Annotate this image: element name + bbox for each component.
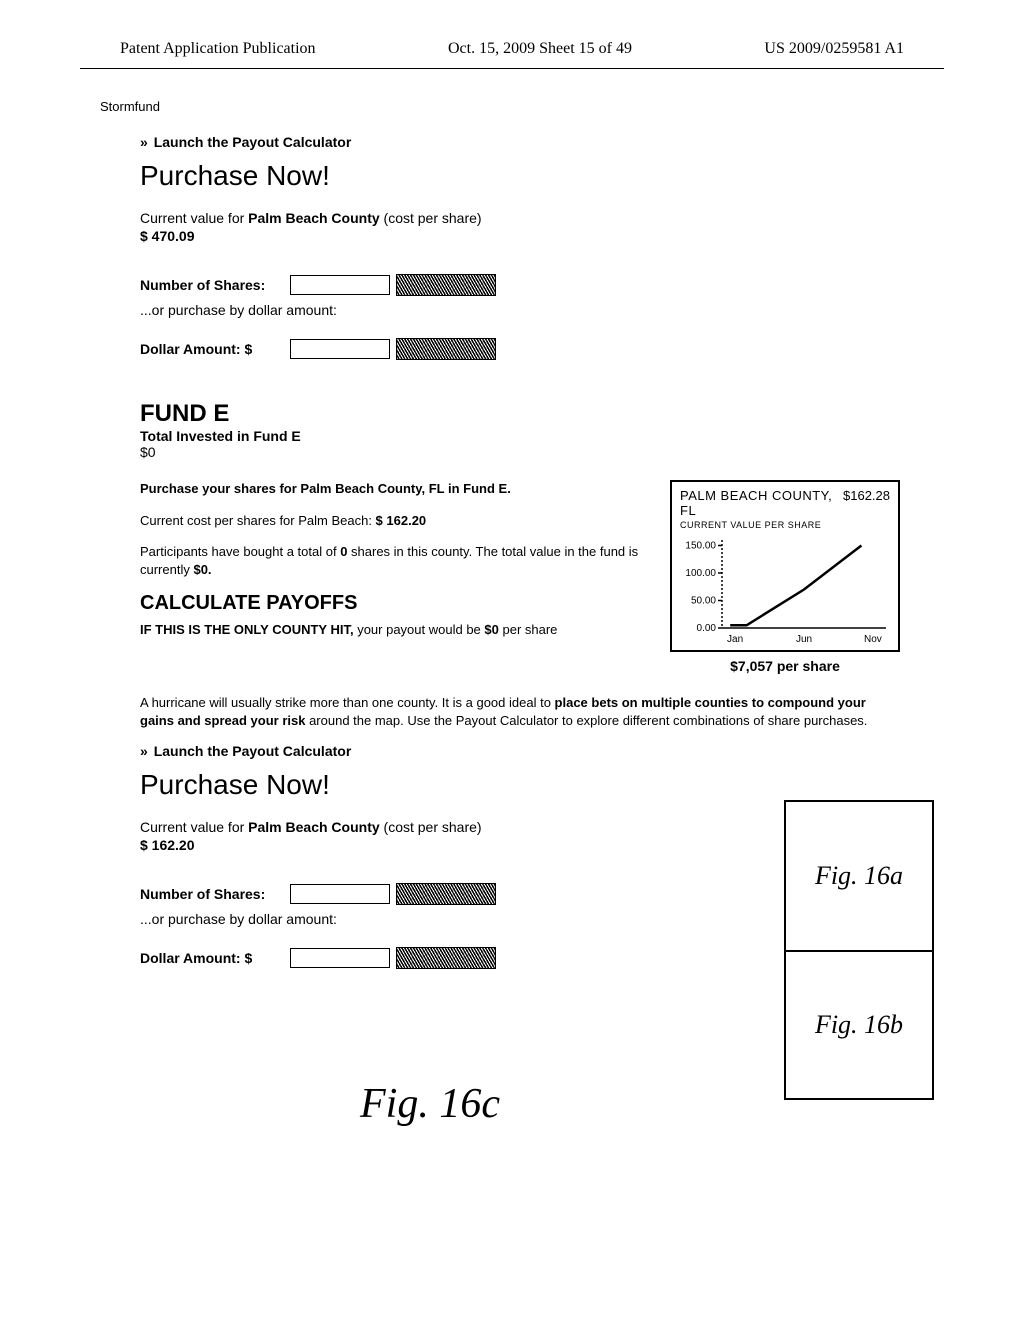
purchase-now-heading-2: Purchase Now! xyxy=(140,769,900,801)
dollar-row-1: Dollar Amount: $ xyxy=(140,338,900,360)
fund-e-sub: Total Invested in Fund E xyxy=(140,428,900,444)
dollar-submit-1[interactable] xyxy=(396,338,496,360)
header-center: Oct. 15, 2009 Sheet 15 of 49 xyxy=(448,40,632,58)
payout-line: IF THIS IS THE ONLY COUNTY HIT, your pay… xyxy=(140,621,650,639)
svg-text:Nov: Nov xyxy=(864,634,882,645)
shares-submit-2[interactable] xyxy=(396,883,496,905)
patent-header: Patent Application Publication Oct. 15, … xyxy=(80,40,944,69)
chevron-icon: » xyxy=(140,743,146,759)
header-right: US 2009/0259581 A1 xyxy=(764,40,904,58)
svg-text:Jan: Jan xyxy=(727,634,743,645)
chart-subtitle: CURRENT VALUE PER SHARE xyxy=(680,520,890,530)
launch-calculator-link-1[interactable]: » Launch the Payout Calculator xyxy=(140,134,900,150)
svg-text:100.00: 100.00 xyxy=(685,568,716,579)
chart-price: $162.28 xyxy=(843,488,890,503)
svg-text:50.00: 50.00 xyxy=(691,596,716,607)
fund-e-amount: $0 xyxy=(140,444,900,460)
shares-row-1: Number of Shares: xyxy=(140,274,900,296)
chart-container: PALM BEACH COUNTY, FL $162.28 CURRENT VA… xyxy=(670,480,900,674)
shares-label: Number of Shares: xyxy=(140,886,290,902)
dollar-label: Dollar Amount: $ xyxy=(140,950,290,966)
shares-submit-1[interactable] xyxy=(396,274,496,296)
share-value-chart: PALM BEACH COUNTY, FL $162.28 CURRENT VA… xyxy=(670,480,900,652)
chart-per-share: $7,057 per share xyxy=(670,658,900,674)
purchase-line: Purchase your shares for Palm Beach Coun… xyxy=(140,480,650,498)
shares-input-1[interactable] xyxy=(290,275,390,295)
calculate-payoffs-heading: CALCULATE PAYOFFS xyxy=(140,592,650,615)
participants-line: Participants have bought a total of 0 sh… xyxy=(140,543,650,578)
app-name: Stormfund xyxy=(100,99,944,114)
dollar-label: Dollar Amount: $ xyxy=(140,341,290,357)
purchase-now-heading-1: Purchase Now! xyxy=(140,160,900,192)
dollar-input-1[interactable] xyxy=(290,339,390,359)
fund-e-heading: FUND E xyxy=(140,400,900,428)
header-left: Patent Application Publication xyxy=(120,40,316,58)
svg-text:Jun: Jun xyxy=(796,634,812,645)
figure-16c-label: Fig. 16c xyxy=(360,1080,500,1128)
dollar-input-2[interactable] xyxy=(290,948,390,968)
shares-input-2[interactable] xyxy=(290,884,390,904)
launch-calculator-link-2[interactable]: » Launch the Payout Calculator xyxy=(140,743,900,759)
current-value-line-1: Current value for Palm Beach County (cos… xyxy=(140,210,900,226)
chart-county: PALM BEACH COUNTY, FL xyxy=(680,488,843,518)
figure-16b-label: Fig. 16b xyxy=(784,950,934,1100)
fund-e-section: FUND E Total Invested in Fund E $0 Purch… xyxy=(140,400,900,674)
link-text: Launch the Payout Calculator xyxy=(154,743,352,759)
svg-text:150.00: 150.00 xyxy=(685,541,716,552)
shares-label: Number of Shares: xyxy=(140,277,290,293)
advice-paragraph: A hurricane will usually strike more tha… xyxy=(140,694,900,729)
link-text: Launch the Payout Calculator xyxy=(154,134,352,150)
or-text-1: ...or purchase by dollar amount: xyxy=(140,302,900,318)
svg-text:0.00: 0.00 xyxy=(697,623,717,634)
cost-line: Current cost per shares for Palm Beach: … xyxy=(140,512,650,530)
dollar-submit-2[interactable] xyxy=(396,947,496,969)
price-1: $ 470.09 xyxy=(140,228,900,244)
chevron-icon: » xyxy=(140,134,146,150)
chart-svg: 150.00 100.00 50.00 0.00 Jan Jun Nov xyxy=(680,536,892,646)
figure-16a-label: Fig. 16a xyxy=(784,800,934,950)
figure-label-boxes: Fig. 16a Fig. 16b xyxy=(784,800,934,1100)
